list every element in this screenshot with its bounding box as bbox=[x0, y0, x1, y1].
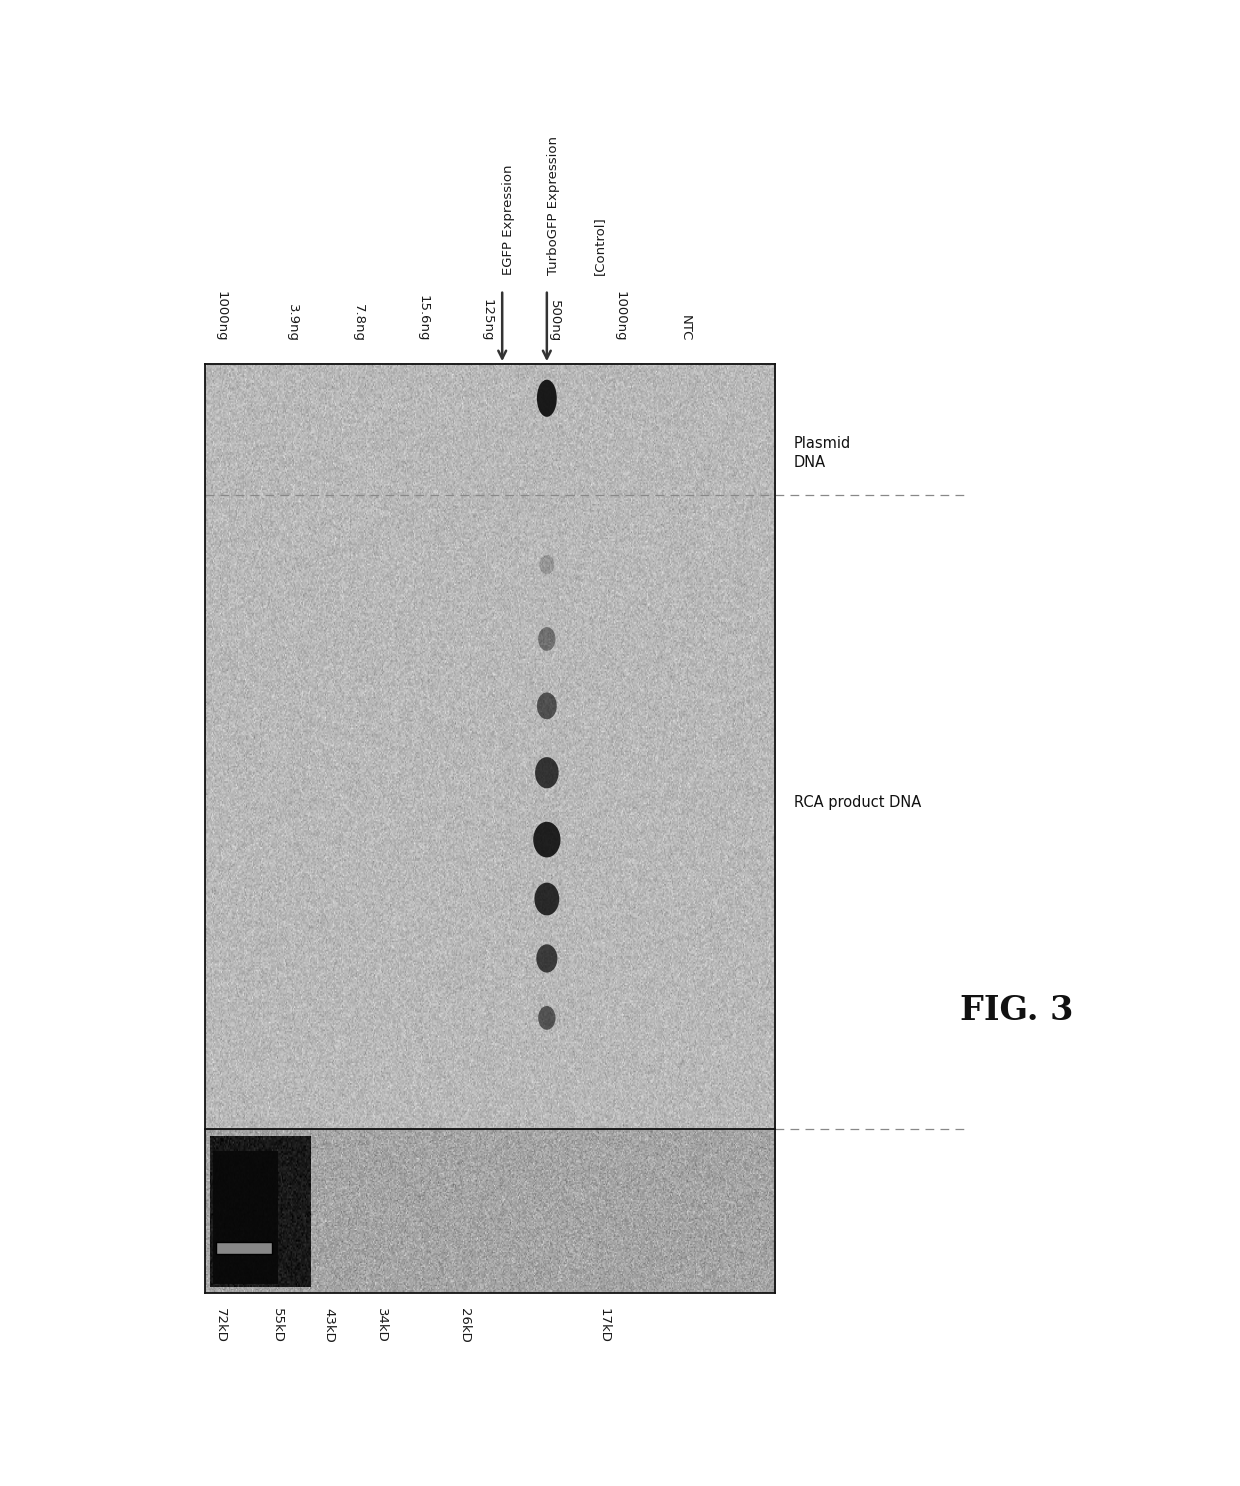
Text: Plasmid
DNA: Plasmid DNA bbox=[794, 437, 851, 470]
Text: 55kD: 55kD bbox=[272, 1308, 284, 1342]
Text: 500ng: 500ng bbox=[548, 300, 560, 342]
Text: FIG. 3: FIG. 3 bbox=[960, 994, 1074, 1027]
Ellipse shape bbox=[538, 1006, 556, 1030]
Text: NTC: NTC bbox=[680, 315, 692, 342]
Text: 3.9ng: 3.9ng bbox=[286, 303, 299, 342]
Text: 1000ng: 1000ng bbox=[215, 291, 227, 342]
Ellipse shape bbox=[536, 758, 558, 788]
Ellipse shape bbox=[537, 379, 557, 418]
Text: 43kD: 43kD bbox=[322, 1308, 335, 1342]
Text: [Control]: [Control] bbox=[593, 215, 605, 275]
Text: TurboGFP Expression: TurboGFP Expression bbox=[547, 135, 559, 275]
FancyBboxPatch shape bbox=[216, 1242, 272, 1254]
Ellipse shape bbox=[539, 554, 554, 574]
Ellipse shape bbox=[538, 627, 556, 651]
Text: 34kD: 34kD bbox=[376, 1308, 388, 1342]
Text: 17kD: 17kD bbox=[598, 1308, 610, 1342]
Ellipse shape bbox=[537, 692, 557, 719]
Text: 1000ng: 1000ng bbox=[614, 291, 626, 342]
Ellipse shape bbox=[537, 945, 558, 972]
Text: 72kD: 72kD bbox=[215, 1308, 227, 1342]
Text: 15.6ng: 15.6ng bbox=[417, 296, 429, 342]
Text: 26kD: 26kD bbox=[459, 1308, 471, 1342]
Ellipse shape bbox=[533, 822, 560, 857]
Text: 125ng: 125ng bbox=[481, 299, 494, 342]
Text: EGFP Expression: EGFP Expression bbox=[502, 165, 515, 275]
Text: 7.8ng: 7.8ng bbox=[352, 303, 365, 342]
Ellipse shape bbox=[534, 883, 559, 915]
Text: RCA product DNA: RCA product DNA bbox=[794, 795, 921, 810]
